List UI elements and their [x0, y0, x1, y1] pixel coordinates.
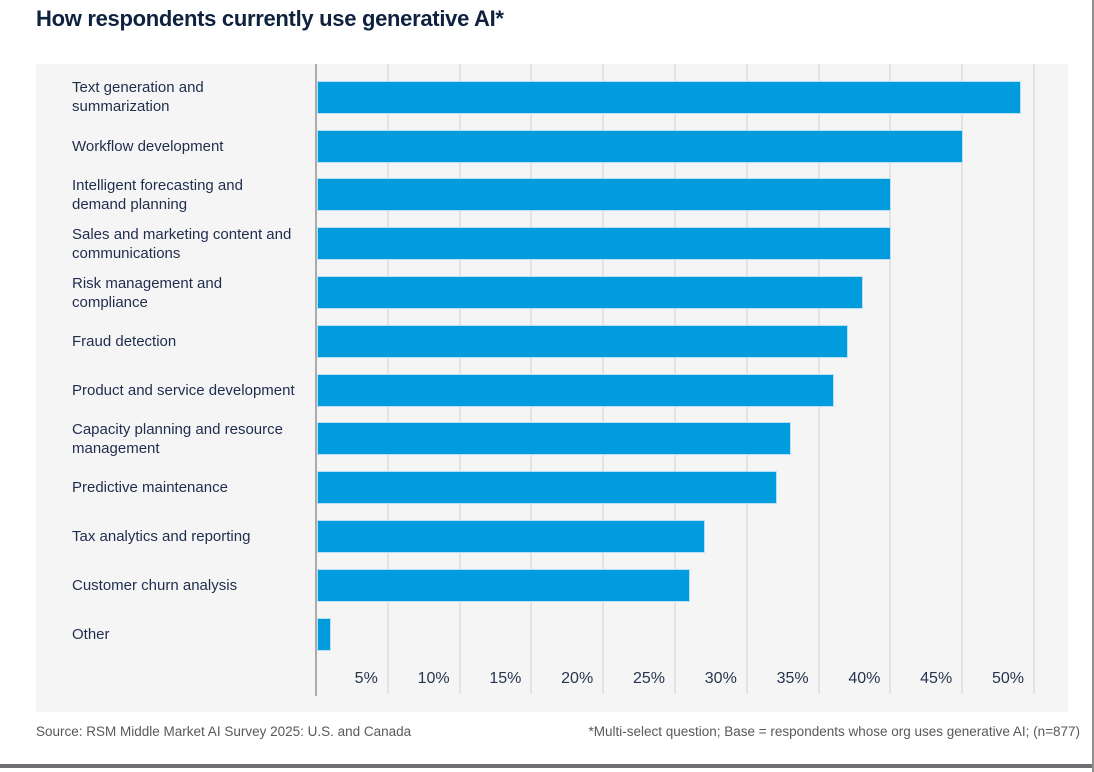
bar [317, 471, 777, 505]
bar-track [316, 178, 1068, 212]
bar-track [316, 471, 1068, 505]
bar-row: Product and service development [36, 366, 1068, 415]
bar [317, 80, 1021, 114]
category-label: Intelligent forecasting and demand plann… [72, 176, 243, 213]
right-border [1092, 0, 1094, 772]
bar [317, 227, 892, 261]
bar [317, 373, 834, 407]
bar [317, 617, 332, 651]
category-label: Risk management and compliance [72, 274, 223, 311]
bar-track [316, 568, 1068, 602]
x-axis-tick-label: 15% [489, 670, 522, 687]
bar [317, 129, 964, 163]
x-axis-tick-label: 45% [920, 670, 953, 687]
bar [317, 276, 863, 310]
gridline [961, 64, 964, 694]
category-label: Product and service development [72, 381, 295, 399]
category-label: Sales and marketing content and communic… [72, 225, 292, 262]
category-label: Fraud detection [72, 332, 177, 350]
x-axis-tick-label: 20% [561, 670, 594, 687]
bar-track [316, 80, 1068, 114]
bar-row: Predictive maintenance [36, 463, 1068, 512]
bar-track [316, 373, 1068, 407]
methodology-note: *Multi-select question; Base = responden… [588, 724, 1080, 739]
bar-row: Capacity planning and resource managemen… [36, 415, 1068, 464]
bar-row: Sales and marketing content and communic… [36, 219, 1068, 268]
gridline [1033, 64, 1035, 694]
bar-row: Other [36, 610, 1068, 659]
category-label: Other [72, 625, 110, 643]
footer: Source: RSM Middle Market AI Survey 2025… [36, 724, 1080, 739]
chart-title: How respondents currently use generative… [36, 6, 504, 31]
y-axis-line [315, 64, 317, 696]
bar-row: Text generation and summarization [36, 73, 1068, 122]
bar-track [316, 227, 1068, 261]
bar [317, 568, 691, 602]
bar [317, 324, 849, 358]
bar [317, 422, 791, 456]
bottom-rule [0, 764, 1094, 768]
x-axis-tick-label: 40% [848, 670, 881, 687]
x-axis-tick-label: 25% [632, 670, 665, 687]
category-label: Capacity planning and resource managemen… [72, 420, 283, 457]
bar-row: Customer churn analysis [36, 561, 1068, 610]
bar-row: Risk management and compliance [36, 268, 1068, 317]
x-axis-tick-label: 10% [417, 670, 450, 687]
gridline [889, 64, 892, 694]
category-label: Workflow development [72, 137, 224, 155]
x-axis-tick-label: 35% [776, 670, 809, 687]
bar-row: Workflow development [36, 122, 1068, 171]
bar-row: Tax analytics and reporting [36, 512, 1068, 561]
bar-track [316, 422, 1068, 456]
bar [317, 520, 705, 554]
category-label: Tax analytics and reporting [72, 528, 251, 546]
bar-track [316, 617, 1068, 651]
x-axis-tick-label: 5% [354, 670, 378, 687]
bar-track [316, 324, 1068, 358]
bar-track [316, 276, 1068, 310]
category-label: Predictive maintenance [72, 479, 228, 497]
category-label: Customer churn analysis [72, 576, 238, 594]
bar [317, 178, 892, 212]
x-axis-tick-label: 50% [991, 670, 1024, 687]
bar-track [316, 129, 1068, 163]
category-label: Text generation and summarization [72, 79, 204, 116]
bar-track [316, 520, 1068, 554]
source-note: Source: RSM Middle Market AI Survey 2025… [36, 724, 412, 739]
bar-row: Fraud detection [36, 317, 1068, 366]
bar-row: Intelligent forecasting and demand plann… [36, 171, 1068, 220]
x-axis-tick-label: 30% [704, 670, 737, 687]
bar-rows: Text generation and summarization Workflo… [36, 73, 1068, 659]
chart-panel: Text generation and summarization Workflo… [36, 64, 1068, 712]
